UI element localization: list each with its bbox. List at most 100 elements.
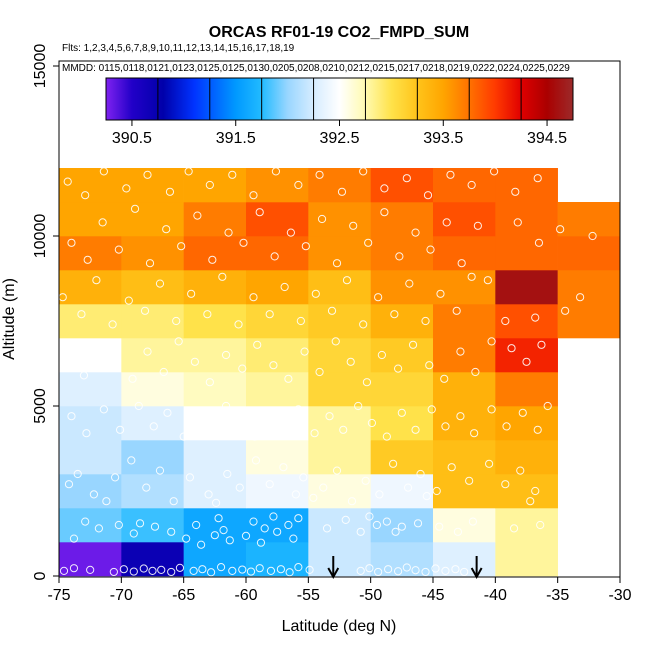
heatmap-cell [433, 542, 496, 577]
sample-point [182, 534, 191, 543]
sample-point [531, 313, 540, 322]
sample-point [92, 276, 101, 285]
sample-point [149, 422, 158, 431]
y-tick-label: 15000 [32, 44, 49, 89]
sample-point [402, 563, 411, 572]
sample-point [588, 231, 597, 241]
sample-point [327, 306, 337, 315]
sample-point [197, 540, 206, 549]
sample-point [265, 310, 274, 319]
sample-point [184, 167, 193, 176]
sample-point [225, 536, 234, 545]
heatmap-cell [370, 168, 434, 203]
heatmap-cell [495, 168, 558, 203]
colorbar-ticks: 390.5 391.5 392.5 393.5 394.5 [112, 78, 567, 147]
sample-point [431, 564, 440, 573]
sample-point [367, 418, 377, 428]
heatmap-cell [370, 304, 434, 339]
sample-point [483, 276, 492, 285]
sample-point [205, 180, 214, 190]
sample-point [489, 167, 499, 176]
sample-point [128, 374, 137, 383]
sample-point [63, 177, 72, 186]
sample-point [375, 490, 384, 499]
heatmap-cell [246, 406, 309, 441]
sample-point [291, 490, 300, 499]
sample-point [108, 320, 117, 329]
sample-point [384, 565, 393, 574]
sample-point [228, 170, 237, 179]
sample-point [413, 519, 423, 528]
sample-point [305, 565, 314, 574]
colorbar-tick-label: 393.5 [423, 130, 463, 147]
sample-point [446, 170, 455, 179]
sample-point [294, 514, 303, 523]
sample-point [83, 255, 92, 264]
sample-point [485, 459, 494, 468]
colorbar-tick-label: 390.5 [112, 130, 152, 147]
sample-point [175, 563, 185, 572]
sample-point [208, 425, 217, 434]
heatmap-cell [183, 202, 247, 237]
sample-point [426, 245, 435, 254]
heatmap-cell [308, 202, 371, 237]
sample-point [468, 517, 477, 526]
sample-point [94, 524, 103, 533]
heatmap-cell [246, 202, 309, 237]
heatmap-cell [246, 372, 309, 407]
sample-point [69, 534, 79, 543]
heatmap-cell [370, 202, 434, 237]
sample-point [130, 204, 140, 213]
sample-point [253, 340, 262, 349]
sample-point [300, 347, 309, 356]
heatmap-cell [59, 202, 122, 237]
x-axis: -75 -70 -65 -60 -55 -50 -45 -40 -35 -30 [47, 577, 632, 604]
sample-point [59, 566, 69, 576]
heatmap-cell [433, 406, 496, 441]
heatmap-cell [183, 372, 247, 407]
sample-point [537, 340, 546, 349]
sample-point [501, 316, 510, 326]
sample-point [221, 350, 231, 360]
sample-point [203, 310, 212, 319]
sample-point [341, 515, 350, 525]
sample-point [331, 337, 340, 346]
sample-point [473, 221, 482, 230]
sample-point [354, 401, 363, 411]
x-tick-label: -70 [110, 587, 133, 604]
sample-point [356, 566, 365, 576]
sample-point [155, 279, 165, 288]
plot-frame [58, 60, 621, 578]
heatmap-cell [246, 270, 309, 305]
sample-point [73, 469, 82, 479]
sample-point [427, 405, 436, 414]
sample-point [391, 527, 400, 536]
sample-point [260, 524, 269, 533]
sample-point [502, 422, 511, 431]
heatmap-cell [183, 440, 247, 475]
x-tick-label: -40 [484, 587, 507, 604]
heatmap-cell [308, 474, 371, 509]
sample-point [432, 486, 441, 496]
heatmap-cell [308, 270, 371, 305]
heatmap-cell [308, 304, 371, 339]
sample-point [395, 252, 404, 261]
sample-point [411, 566, 420, 575]
sample-point [422, 492, 431, 501]
sample-point [390, 310, 399, 319]
sample-point [533, 425, 542, 434]
heatmap-cell [59, 236, 122, 271]
sample-point [223, 469, 232, 479]
heatmap-cell [59, 542, 122, 577]
sample-point [224, 228, 233, 237]
sample-point [361, 476, 370, 485]
sample-point [221, 401, 231, 411]
sample-point [246, 567, 256, 576]
heatmap-cell [246, 474, 309, 509]
sample-point [347, 497, 357, 506]
sample-point [408, 340, 418, 349]
sample-point [452, 306, 461, 315]
sample-point [67, 412, 76, 421]
x-tick-label: -45 [421, 587, 444, 604]
